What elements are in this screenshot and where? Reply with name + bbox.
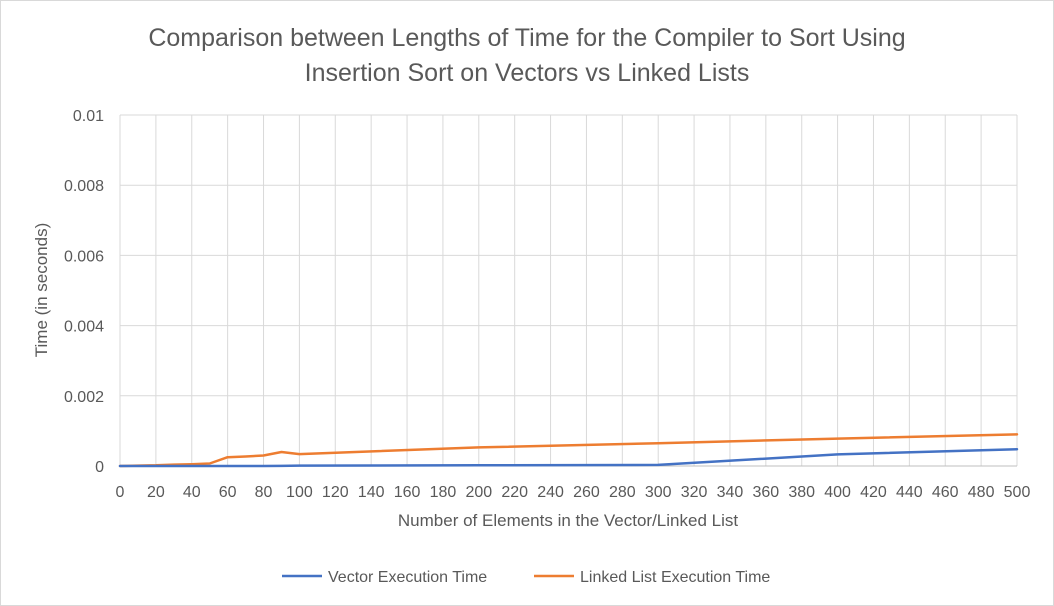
x-tick-label: 480 <box>968 484 995 501</box>
series-line-1 <box>118 433 1019 468</box>
x-tick-label: 20 <box>147 484 165 501</box>
chart-title-line-2: Insertion Sort on Vectors vs Linked List… <box>305 59 750 87</box>
y-tick-label: 0 <box>95 459 104 476</box>
x-tick-label: 40 <box>183 484 201 501</box>
x-tick-label: 120 <box>322 484 349 501</box>
x-tick-label: 460 <box>932 484 959 501</box>
chart-title-line-1: Comparison between Lengths of Time for t… <box>148 24 905 52</box>
x-tick-label: 300 <box>645 484 672 501</box>
x-tick-label: 100 <box>286 484 313 501</box>
y-tick-label: 0.002 <box>64 389 104 406</box>
x-tick-label: 360 <box>752 484 779 501</box>
x-tick-label: 320 <box>681 484 708 501</box>
x-tick-label: 420 <box>860 484 887 501</box>
y-axis-title: Time (in seconds) <box>32 223 51 357</box>
series-lines <box>118 433 1019 468</box>
x-tick-label: 340 <box>717 484 744 501</box>
x-axis-ticks: 0 20 40 60 80 100 120 140 160 180 200 220 240 260 280 3… <box>116 484 1031 501</box>
gridlines <box>119 114 1018 467</box>
x-axis-title: Number of Elements in the Vector/Linked … <box>398 511 738 530</box>
x-tick-label: 180 <box>430 484 457 501</box>
y-tick-label: 0.01 <box>73 108 104 125</box>
x-tick-label: 240 <box>537 484 564 501</box>
legend: Vector Execution Time Linked List Executi… <box>282 569 770 586</box>
x-tick-label: 260 <box>573 484 600 501</box>
y-tick-label: 0.006 <box>64 248 104 265</box>
x-tick-label: 60 <box>219 484 237 501</box>
legend-label: Vector Execution Time <box>328 569 487 586</box>
x-tick-label: 220 <box>501 484 528 501</box>
x-tick-label: 500 <box>1004 484 1031 501</box>
legend-label: Linked List Execution Time <box>580 569 770 586</box>
y-axis-ticks: 0 0.002 0.004 0.006 0.008 0.01 <box>64 108 104 476</box>
x-tick-label: 0 <box>116 484 125 501</box>
x-tick-label: 400 <box>824 484 851 501</box>
x-tick-label: 140 <box>358 484 385 501</box>
x-tick-label: 380 <box>788 484 815 501</box>
y-tick-label: 0.004 <box>64 319 104 336</box>
y-tick-label: 0.008 <box>64 178 104 195</box>
x-tick-label: 160 <box>394 484 421 501</box>
x-tick-label: 80 <box>255 484 273 501</box>
x-tick-label: 440 <box>896 484 923 501</box>
x-tick-label: 280 <box>609 484 636 501</box>
x-tick-label: 200 <box>465 484 492 501</box>
series-line-0 <box>118 447 1019 468</box>
